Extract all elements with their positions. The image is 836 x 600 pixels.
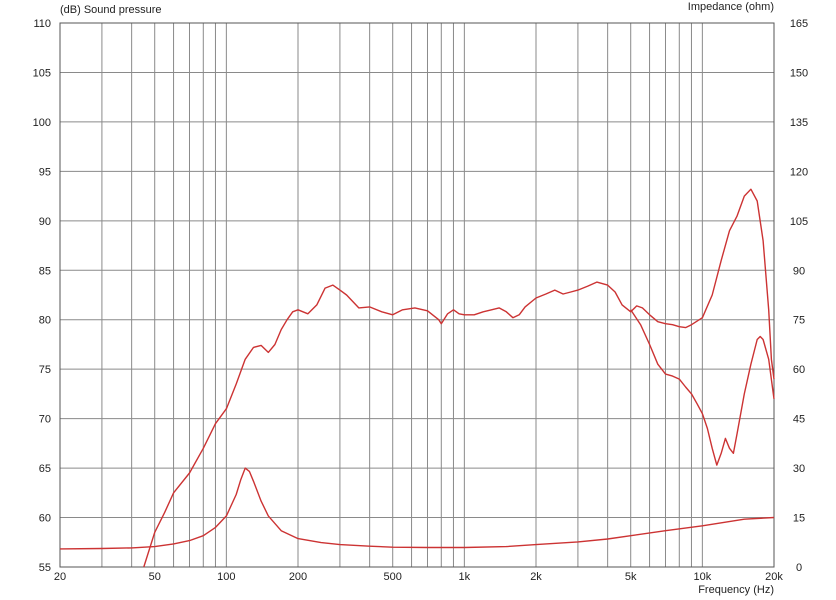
right-y-tick-label: 150 <box>790 67 808 79</box>
right-y-tick-label: 105 <box>790 216 808 228</box>
left-y-tick-label: 75 <box>39 364 51 376</box>
left-y-tick-label: 60 <box>39 513 51 525</box>
right-y-tick-label: 120 <box>790 166 808 178</box>
left-y-tick-label: 90 <box>39 216 51 228</box>
tick-labels: 20 50 100 200 500 1k 2k 5k 10k 20k 55 60 65 70 75 80 85 9… <box>33 18 809 583</box>
left-y-tick-label: 70 <box>39 414 51 426</box>
grid <box>60 23 774 567</box>
sound-pressure-curve-2 <box>630 309 775 466</box>
right-y-tick-label: 90 <box>793 265 805 277</box>
x-tick-label: 10k <box>693 571 711 583</box>
right-y-tick-label: 30 <box>793 463 805 475</box>
right-y-tick-label: 135 <box>790 117 808 129</box>
x-tick-label: 50 <box>149 571 161 583</box>
x-tick-label: 500 <box>384 571 402 583</box>
x-tick-label: 5k <box>625 571 637 583</box>
right-y-tick-label: 165 <box>790 18 808 30</box>
left-y-tick-label: 110 <box>33 18 51 30</box>
left-y-tick-label: 65 <box>39 463 51 475</box>
left-y-tick-label: 85 <box>39 265 51 277</box>
plot-frame <box>59 22 775 568</box>
x-tick-label: 2k <box>530 571 542 583</box>
left-y-tick-label: 100 <box>33 117 51 129</box>
sound-pressure-curve-1 <box>143 188 775 568</box>
x-axis-title: Frequency (Hz) <box>698 584 774 596</box>
x-tick-label: 20 <box>54 571 66 583</box>
x-tick-label: 100 <box>217 571 235 583</box>
left-y-tick-label: 105 <box>33 67 51 79</box>
left-y-tick-label: 95 <box>39 166 51 178</box>
left-axis-title: (dB) Sound pressure <box>60 4 162 16</box>
x-tick-label: 20k <box>765 571 783 583</box>
impedance-curve <box>59 467 775 550</box>
right-axis-title: Impedance (ohm) <box>688 1 774 13</box>
curves <box>59 188 775 568</box>
x-tick-label: 1k <box>459 571 471 583</box>
right-y-tick-label: 15 <box>793 513 805 525</box>
right-y-tick-label: 45 <box>793 414 805 426</box>
x-tick-label: 200 <box>289 571 307 583</box>
right-y-tick-label: 60 <box>793 364 805 376</box>
right-y-tick-label: 0 <box>796 562 802 574</box>
right-y-tick-label: 75 <box>793 315 805 327</box>
left-y-tick-label: 55 <box>39 562 51 574</box>
left-y-tick-label: 80 <box>39 315 51 327</box>
